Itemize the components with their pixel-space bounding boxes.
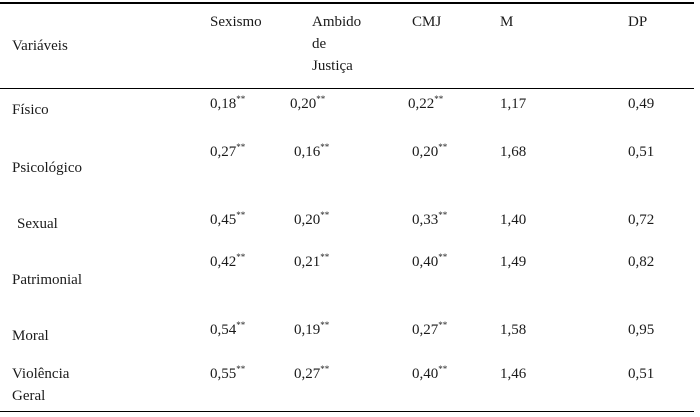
cell-m: 1,40 [500,210,526,230]
cell-value: 0,51 [628,366,655,382]
header-variables: Variáveis [12,38,68,54]
cell-value: 0,45 [210,212,237,228]
cell-value: 0,42 [210,254,237,270]
row-label: Patrimonial [12,272,82,288]
cell-value: 0,40 [412,366,439,382]
header-ambido-line3: Justiça [312,58,353,74]
significance-mark: ** [438,252,448,262]
cell-cmj: 0,33** [412,210,447,230]
header-ambido-line1: Ambido [312,14,362,30]
significance-mark: ** [434,94,444,104]
cell-cmj: 0,27** [412,320,447,340]
cell-dp: 0,49 [628,94,654,114]
header-ambido-line2: de [312,36,327,52]
table-top-rule [0,2,694,4]
cell-value: 1,68 [500,144,527,160]
cell-ambido: 0,20** [290,94,325,114]
cell-dp: 0,72 [628,210,654,230]
cell-value: 0,51 [628,144,655,160]
header-dp: DP [628,14,648,30]
cell-cmj: 0,22** [408,94,443,114]
cell-dp: 0,95 [628,320,654,340]
cell-value: 1,40 [500,212,527,228]
cell-dp: 0,51 [628,364,654,384]
significance-mark: ** [236,364,246,374]
significance-mark: ** [236,94,246,104]
cell-value: 0,20 [294,212,321,228]
cell-value: 0,20 [290,96,317,112]
row-label: Geral [12,388,46,404]
cell-value: 0,95 [628,322,655,338]
table-header-rule [0,88,694,90]
row-label: Violência [12,366,70,382]
cell-ambido: 0,16** [294,142,329,162]
significance-mark: ** [438,142,448,152]
cell-value: 1,46 [500,366,527,382]
significance-mark: ** [236,142,246,152]
significance-mark: ** [320,364,330,374]
cell-value: 0,20 [412,144,439,160]
significance-mark: ** [438,364,448,374]
cell-value: 0,54 [210,322,237,338]
cell-sexismo: 0,45** [210,210,245,230]
header-cmj: CMJ [412,14,442,30]
table-bottom-rule [0,411,694,413]
cell-cmj: 0,40** [412,252,447,272]
significance-mark: ** [320,210,330,220]
cell-value: 0,27 [412,322,439,338]
cell-m: 1,49 [500,252,526,272]
cell-value: 0,49 [628,96,655,112]
significance-mark: ** [438,320,448,330]
header-sexismo: Sexismo [210,14,262,30]
cell-ambido: 0,19** [294,320,329,340]
cell-sexismo: 0,55** [210,364,245,384]
cell-dp: 0,51 [628,142,654,162]
cell-value: 1,58 [500,322,527,338]
cell-value: 0,27 [294,366,321,382]
significance-mark: ** [236,252,246,262]
cell-m: 1,68 [500,142,526,162]
cell-value: 0,82 [628,254,655,270]
cell-value: 0,72 [628,212,655,228]
significance-mark: ** [320,252,330,262]
cell-value: 1,17 [500,96,527,112]
cell-m: 1,17 [500,94,526,114]
row-label: Psicológico [12,160,82,176]
significance-mark: ** [438,210,448,220]
significance-mark: ** [316,94,326,104]
cell-value: 0,21 [294,254,321,270]
cell-m: 1,58 [500,320,526,340]
cell-ambido: 0,21** [294,252,329,272]
row-label: Físico [12,102,49,118]
significance-mark: ** [320,320,330,330]
cell-dp: 0,82 [628,252,654,272]
cell-sexismo: 0,18** [210,94,245,114]
cell-value: 0,55 [210,366,237,382]
cell-sexismo: 0,42** [210,252,245,272]
row-label: Sexual [17,216,58,232]
cell-sexismo: 0,27** [210,142,245,162]
cell-value: 0,18 [210,96,237,112]
cell-value: 0,40 [412,254,439,270]
cell-value: 0,16 [294,144,321,160]
header-m: M [500,14,514,30]
cell-value: 0,33 [412,212,439,228]
row-label: Moral [12,328,49,344]
cell-sexismo: 0,54** [210,320,245,340]
cell-cmj: 0,20** [412,142,447,162]
cell-value: 0,19 [294,322,321,338]
cell-m: 1,46 [500,364,526,384]
cell-value: 0,22 [408,96,435,112]
significance-mark: ** [236,210,246,220]
significance-mark: ** [320,142,330,152]
cell-ambido: 0,20** [294,210,329,230]
significance-mark: ** [236,320,246,330]
cell-value: 1,49 [500,254,527,270]
cell-cmj: 0,40** [412,364,447,384]
cell-value: 0,27 [210,144,237,160]
cell-ambido: 0,27** [294,364,329,384]
